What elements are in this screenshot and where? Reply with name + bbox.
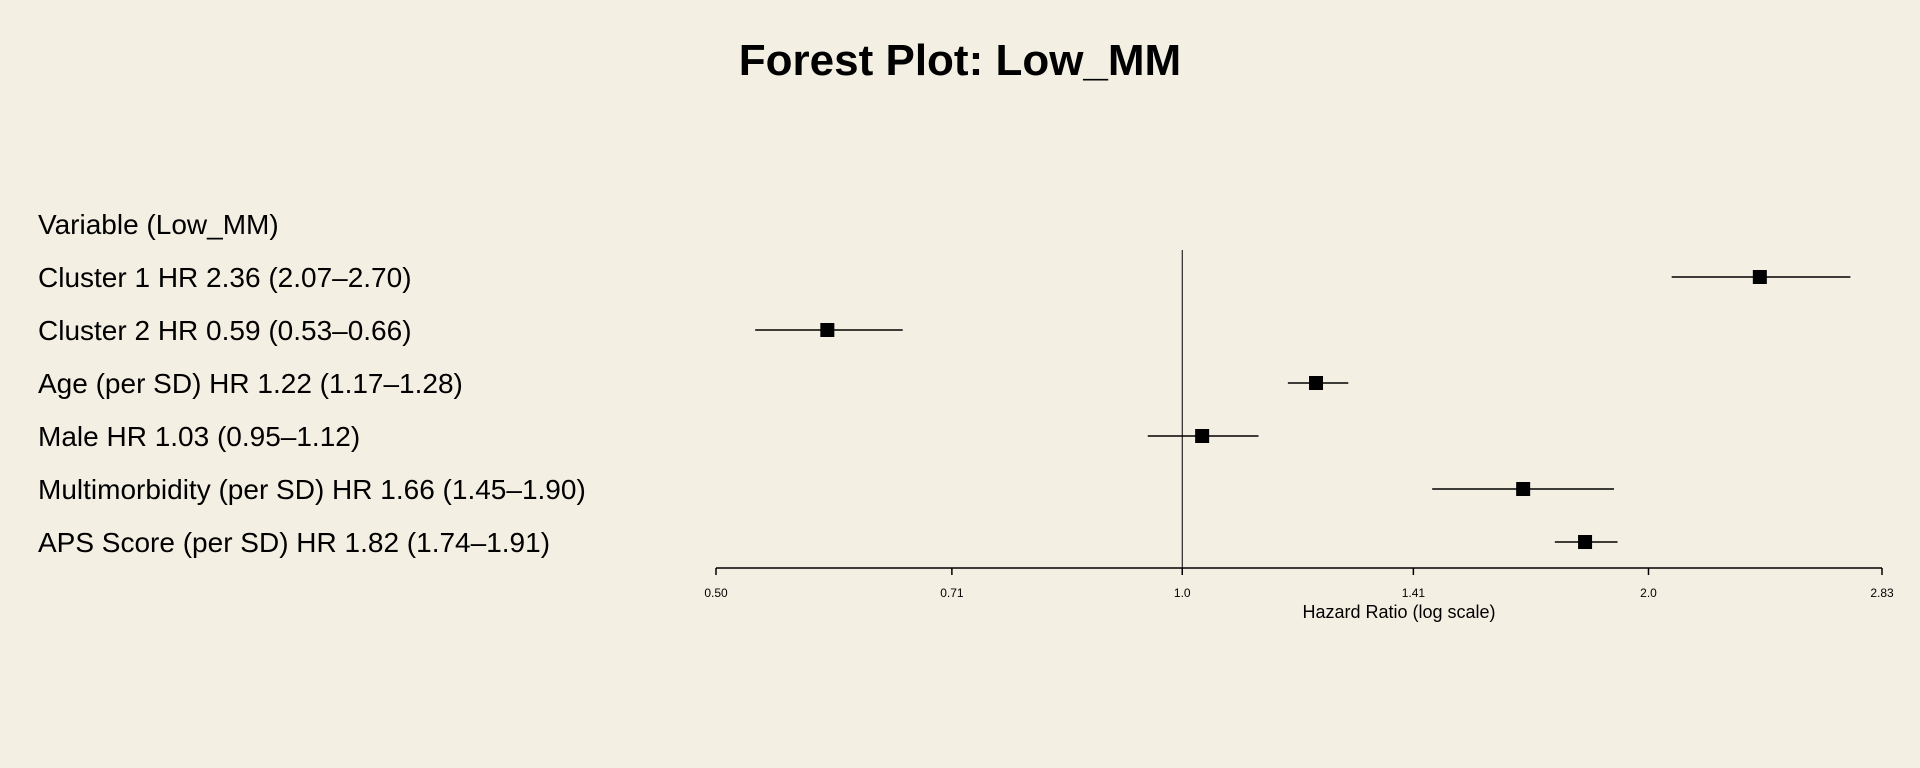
hr-point <box>1195 429 1210 443</box>
row-label: Male HR 1.03 (0.95–1.12) <box>38 421 360 452</box>
hr-point <box>1752 270 1767 284</box>
x-tick-label: 1.0 <box>1174 586 1191 600</box>
chart-title: Forest Plot: Low_MM <box>738 36 1182 85</box>
x-tick-label: 2.83 <box>1870 586 1894 600</box>
row-labels: Cluster 1 HR 2.36 (2.07–2.70) Cluster 2 H… <box>38 262 586 558</box>
row-label: Age (per SD) HR 1.22 (1.17–1.28) <box>38 368 463 399</box>
x-tick-label: 1.41 <box>1402 586 1426 600</box>
hr-point <box>1578 535 1593 549</box>
hr-point <box>1516 482 1531 496</box>
row-label: APS Score (per SD) HR 1.82 (1.74–1.91) <box>38 527 550 558</box>
row-label: Cluster 1 HR 2.36 (2.07–2.70) <box>38 262 412 293</box>
header-label: Variable (Low_MM) <box>38 209 279 240</box>
hr-point <box>820 323 835 337</box>
data-marks <box>755 270 1851 549</box>
x-axis-ticks: 0.50 0.71 1.0 1.41 2.0 2.83 <box>704 568 1894 600</box>
x-tick-label: 0.50 <box>704 586 728 600</box>
row-label: Multimorbidity (per SD) HR 1.66 (1.45–1.… <box>38 474 586 505</box>
hr-point <box>1309 376 1324 390</box>
x-axis-title: Hazard Ratio (log scale) <box>1302 602 1495 622</box>
row-label: Cluster 2 HR 0.59 (0.53–0.66) <box>38 315 412 346</box>
x-tick-label: 0.71 <box>940 586 964 600</box>
x-tick-label: 2.0 <box>1640 586 1657 600</box>
